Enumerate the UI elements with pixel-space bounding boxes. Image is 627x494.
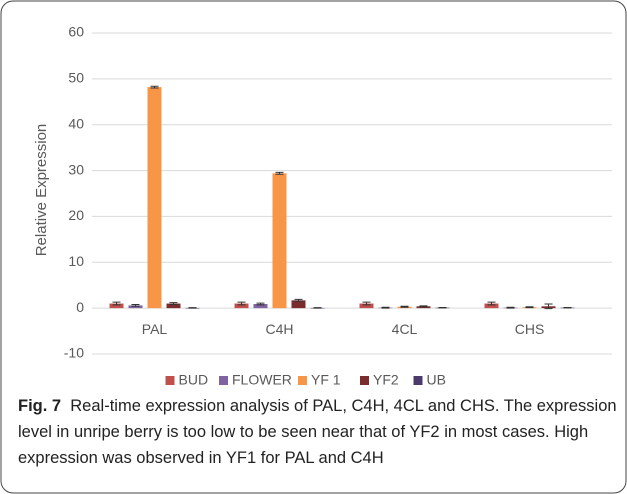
y-tick-label: -10 (64, 345, 84, 361)
y-tick-label: 30 (68, 161, 84, 177)
error-bar (544, 303, 553, 310)
legend-label: BUD (179, 372, 209, 388)
error-bar (275, 171, 284, 175)
caption-text: Real-time expression analysis of PAL, C4… (18, 397, 617, 467)
error-bar (294, 298, 303, 302)
x-tick-label: PAL (142, 321, 168, 337)
y-tick-label: 60 (68, 24, 84, 40)
error-bar (525, 306, 534, 309)
error-bar (237, 301, 246, 306)
y-tick-label: 20 (68, 207, 84, 223)
legend-label: UB (427, 372, 446, 388)
caption: Fig. 7 Real-time expression analysis of … (18, 393, 618, 471)
error-bar (256, 302, 265, 306)
error-bar (150, 85, 159, 89)
x-tick-label: 4CL (392, 321, 418, 337)
y-tick-label: 50 (68, 70, 84, 86)
bar (253, 304, 268, 309)
bar (166, 303, 181, 309)
legend-swatch (165, 376, 175, 385)
legend-swatch (413, 376, 423, 385)
error-bar (419, 305, 428, 308)
y-tick-label: 40 (68, 115, 84, 131)
legend-label: FLOWER (232, 372, 292, 388)
legend-label: YF2 (373, 372, 399, 388)
error-bar (169, 302, 178, 305)
error-bar (362, 301, 371, 306)
bar (291, 300, 306, 309)
y-axis-label: Relative Expression (33, 124, 50, 257)
y-tick-label: 0 (76, 299, 84, 315)
error-bar (131, 303, 140, 307)
error-bar (381, 306, 390, 309)
bar (109, 303, 124, 309)
bar (147, 87, 162, 309)
bar (359, 303, 374, 309)
legend-swatch (219, 376, 228, 385)
legend-label: YF 1 (311, 372, 341, 388)
x-tick-label: CHS (515, 321, 545, 337)
error-bar (506, 306, 515, 309)
error-bar (400, 305, 409, 308)
x-tick-label: C4H (265, 321, 293, 337)
bar (272, 173, 287, 309)
caption-label: Fig. 7 (18, 397, 62, 415)
legend-swatch (298, 376, 307, 385)
legend-swatch (360, 376, 369, 385)
bar (234, 303, 249, 309)
error-bar (112, 301, 121, 306)
error-bar (487, 301, 496, 306)
y-tick-label: 10 (68, 253, 84, 269)
bar (484, 303, 499, 309)
